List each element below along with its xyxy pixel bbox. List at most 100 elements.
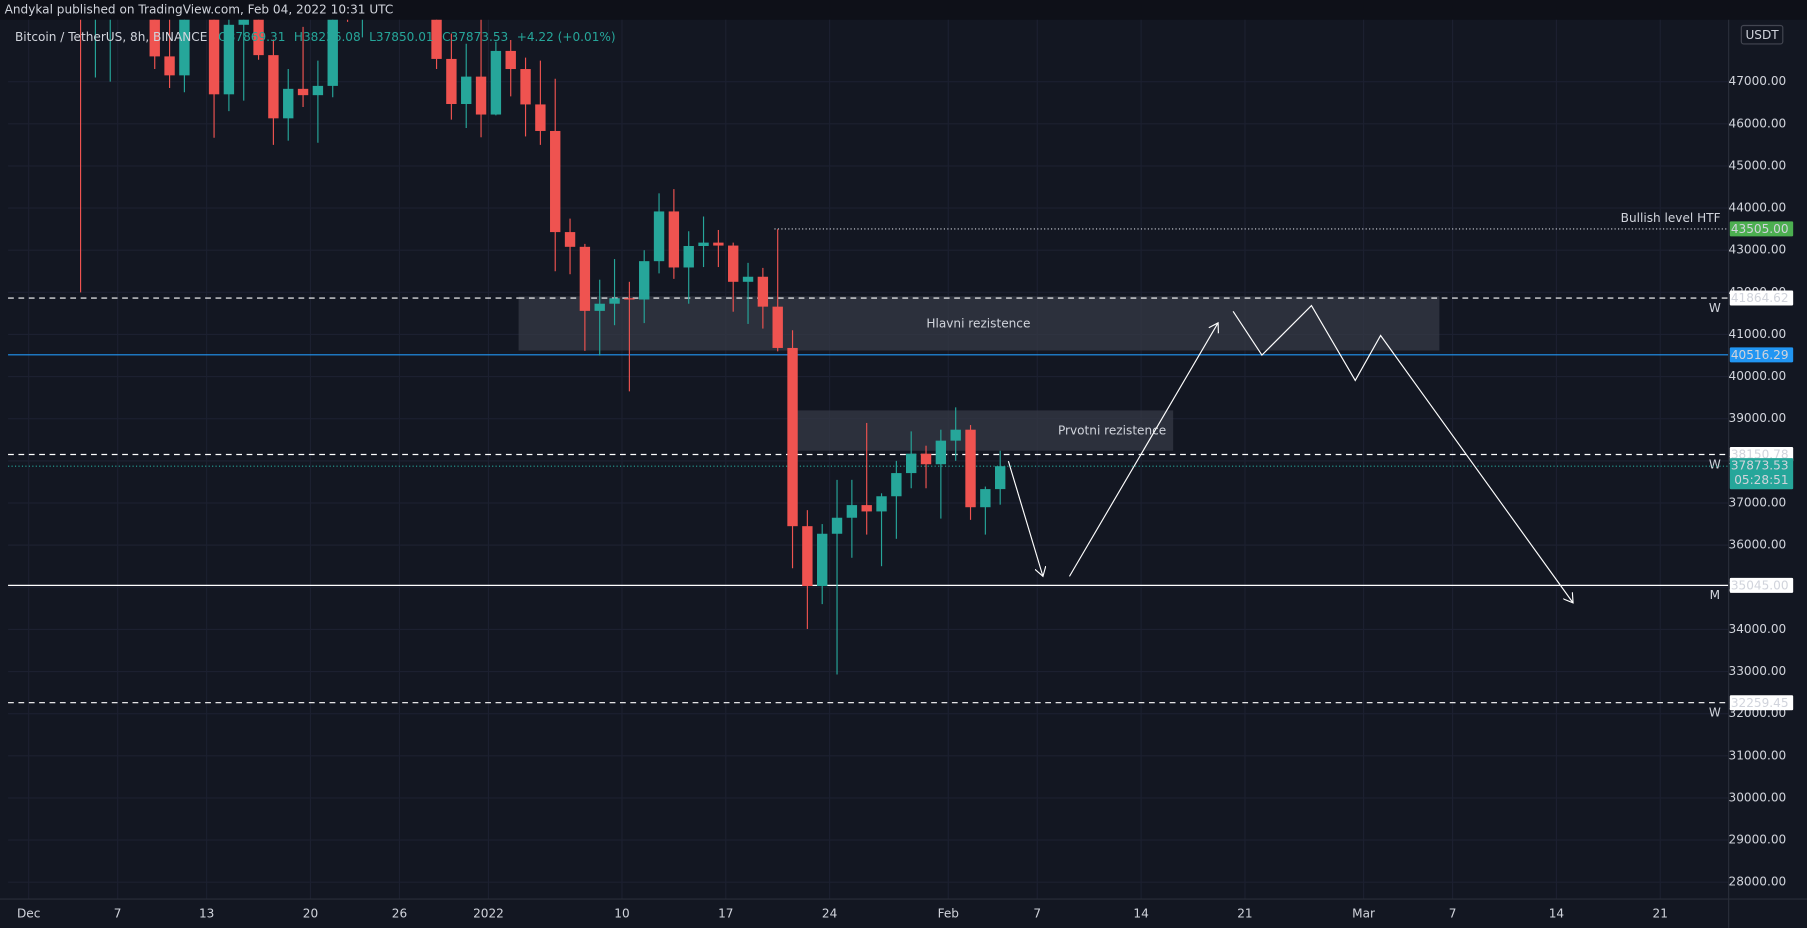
x-tick-label: 17 [718, 907, 733, 921]
candle-body [520, 69, 531, 105]
price-label: 40516.29 [1731, 348, 1789, 362]
candle-body [297, 88, 309, 96]
candle-body [253, 19, 264, 56]
header: Andykal published on TradingView.com, Fe… [5, 2, 394, 16]
y-tick-label: 47000.00 [1729, 74, 1787, 88]
candle-body [461, 76, 472, 105]
level-tag: W [1709, 706, 1721, 720]
y-tick-label: 41000.00 [1729, 327, 1787, 341]
y-tick-label: 33000.00 [1729, 664, 1787, 678]
candle-body [994, 466, 1006, 490]
candle-body [179, 19, 190, 76]
symbol: Bitcoin / TetherUS, 8h, BINANCE [15, 30, 207, 44]
candle-body [431, 19, 442, 59]
arrow [1007, 460, 1043, 576]
price-label: 41864.62 [1731, 291, 1789, 305]
candle-body [609, 298, 620, 304]
y-tick-label: 44000.00 [1729, 201, 1787, 215]
legend: Bitcoin / TetherUS, 8h, BINANCE O37869.3… [15, 30, 616, 44]
x-tick-label: 14 [1549, 907, 1565, 921]
drawings [1007, 304, 1573, 603]
x-tick-label: 10 [614, 907, 629, 921]
price-label-box [1729, 290, 1794, 306]
countdown: 05:28:51 [1734, 473, 1788, 487]
candle-body [742, 276, 754, 282]
candle-body [787, 347, 798, 527]
x-tick-label: 21 [1653, 907, 1668, 921]
x-tick-label: 26 [392, 907, 407, 921]
candle-body [490, 50, 502, 115]
arrow [1068, 323, 1218, 577]
candle-body [950, 429, 961, 441]
candle-body [238, 19, 249, 25]
currency-box[interactable] [1740, 24, 1784, 45]
x-tick-label: 21 [1237, 907, 1252, 921]
ohlc: O37869.31 [218, 30, 285, 44]
y-tick-label: 31000.00 [1729, 748, 1787, 762]
candle-body [906, 453, 917, 474]
y-tick-label: 28000.00 [1729, 875, 1787, 889]
candle-body [564, 232, 576, 247]
x-tick-label: Mar [1352, 907, 1375, 921]
candle-body [327, 19, 338, 86]
y-tick-label: 45000.00 [1729, 158, 1787, 172]
level-name: Bullish level HTF [1621, 211, 1721, 225]
y-tick-label: 39000.00 [1729, 411, 1787, 425]
candle-body [728, 245, 739, 282]
ohlc: L37850.01 [369, 30, 433, 44]
ohlc: C37873.53 [442, 30, 508, 44]
annotation: Prvotni rezistence [1058, 424, 1166, 438]
x-tick-label: 14 [1133, 907, 1149, 921]
y-tick-label: 30000.00 [1729, 790, 1787, 804]
level-tag: W [1709, 457, 1721, 471]
candle-body [208, 19, 220, 95]
price-label-box [1729, 347, 1794, 363]
candle-body [668, 211, 680, 268]
annotation: Hlavni rezistence [926, 316, 1030, 330]
x-tick-label: 2022 [473, 907, 504, 921]
x-tick-label: 7 [114, 907, 122, 921]
candle-body [920, 453, 932, 465]
candle-body [594, 303, 605, 311]
x-tick-label: 20 [303, 907, 318, 921]
ohlc: +4.22 (+0.01%) [517, 30, 616, 44]
y-tick-label: 29000.00 [1729, 833, 1787, 847]
candle-body [550, 130, 561, 233]
resistance-zone [518, 296, 1440, 351]
x-tick-label: 7 [1033, 907, 1041, 921]
price-label: 38150.78 [1731, 448, 1789, 462]
candle-body [624, 298, 635, 300]
y-tick-label: 46000.00 [1729, 116, 1787, 130]
price-label: 32259.45 [1731, 696, 1789, 710]
candle-body [980, 489, 991, 508]
ohlc: H38236.08 [294, 30, 361, 44]
candle-body [935, 440, 947, 465]
currency[interactable]: USDT [1745, 28, 1779, 42]
x-tick-label: Dec [17, 907, 40, 921]
candle-body [861, 505, 872, 512]
price-label-box [1729, 695, 1794, 711]
price-label-box [1729, 458, 1794, 490]
candle-body [653, 211, 665, 262]
x-tick-label: 24 [822, 907, 838, 921]
candle-body [475, 76, 487, 115]
candle-body [831, 517, 843, 534]
candle-body [505, 50, 516, 70]
price-label: 35045.00 [1731, 578, 1789, 592]
y-tick-label: 36000.00 [1729, 538, 1787, 552]
level-tag: M [1710, 588, 1720, 602]
candle-body [713, 242, 724, 246]
candle-body [149, 19, 160, 57]
x-tick-label: 13 [199, 907, 214, 921]
candle-body [164, 56, 175, 76]
x-tick-label: Feb [938, 907, 960, 921]
candle-body [312, 85, 324, 96]
candle-body [757, 276, 769, 307]
y-tick-label: 40000.00 [1729, 369, 1787, 383]
candle-body [283, 88, 294, 119]
candle-body [223, 24, 235, 95]
candle-body [535, 104, 546, 131]
candle-body [876, 496, 887, 512]
